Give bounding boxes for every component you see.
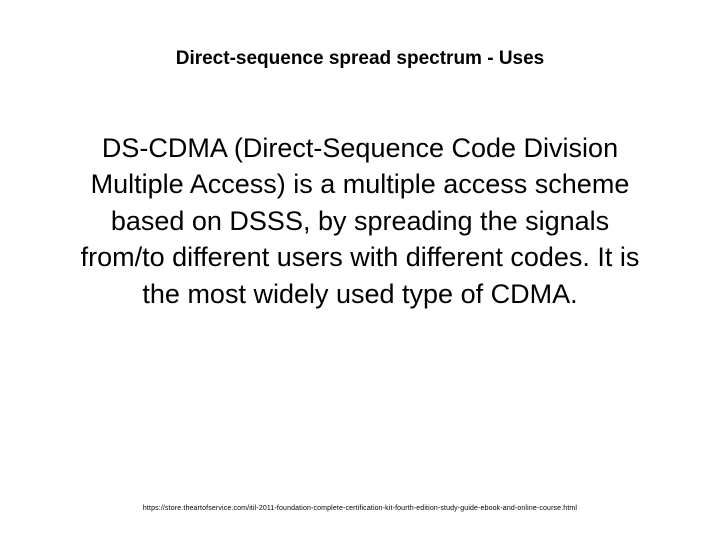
slide: Direct-sequence spread spectrum - Uses D… [0, 0, 720, 540]
slide-title: Direct-sequence spread spectrum - Uses [0, 48, 720, 70]
slide-body-text: DS-CDMA (Direct-Sequence Code Division M… [70, 130, 650, 312]
slide-footer-link: https://store.theartofservice.com/itil-2… [0, 505, 720, 512]
